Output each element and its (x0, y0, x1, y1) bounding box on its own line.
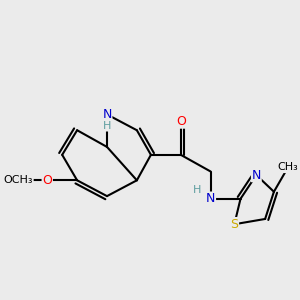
Text: CH₃: CH₃ (278, 162, 298, 172)
Text: OCH₃: OCH₃ (4, 175, 33, 185)
Text: O: O (42, 174, 52, 187)
Text: N: N (252, 169, 261, 182)
Text: H: H (192, 185, 201, 195)
Text: H: H (103, 121, 111, 131)
Text: N: N (206, 192, 215, 205)
Text: N: N (102, 108, 112, 121)
Text: S: S (230, 218, 238, 231)
Text: O: O (176, 115, 186, 128)
